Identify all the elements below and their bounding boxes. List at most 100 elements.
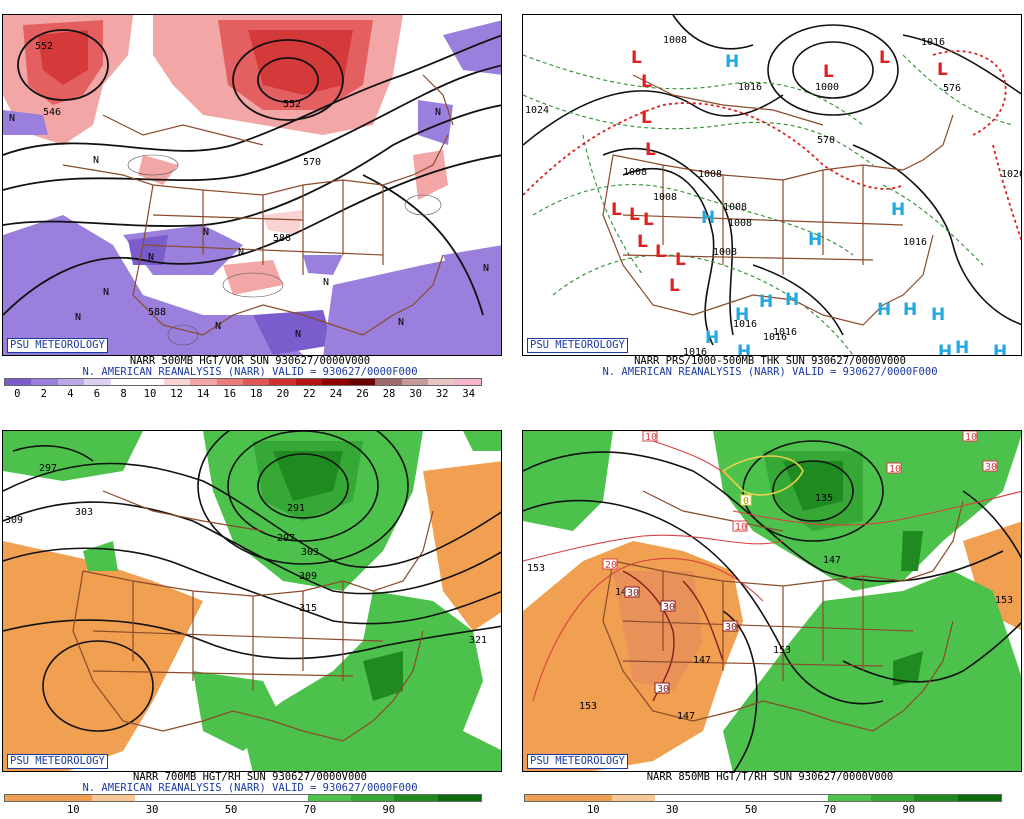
high-pressure-marker: H (737, 342, 751, 356)
isobar-label: 1008 (713, 247, 737, 258)
humidity-colorbar (524, 794, 1002, 802)
high-pressure-marker: H (877, 300, 891, 320)
colorbar-swatch (137, 379, 164, 385)
isobar-label: 1008 (698, 169, 722, 180)
temperature-label: 10 (965, 432, 977, 443)
map-850mb-humidity: 153 147 135 147 153 153 147 147 153 10 1… (522, 430, 1022, 772)
height-label: 546 (43, 107, 61, 118)
temperature-label: 30 (725, 622, 737, 633)
isobar-label: 1000 (815, 82, 839, 93)
vort-min-marker: N (238, 247, 244, 258)
isobar-label: 1016 (903, 237, 927, 248)
colorbar-swatch (568, 795, 612, 801)
low-pressure-marker: L (611, 200, 622, 220)
high-pressure-marker: H (808, 230, 822, 250)
height-label: 309 (5, 515, 23, 526)
pressure-map-graphic: 1008 1008 1008 1008 1008 1008 1008 1000 … (523, 15, 1021, 356)
humidity-colorbar (4, 794, 482, 802)
vort-min-marker: N (103, 287, 109, 298)
height-label: 147 (823, 555, 841, 566)
colorbar-swatch (216, 379, 243, 385)
colorbar-swatch (827, 795, 872, 801)
high-pressure-marker: H (938, 342, 952, 356)
map-caption: NARR 700MB HGT/RH SUN 930627/0000V000 (133, 771, 367, 783)
high-pressure-marker: H (993, 342, 1007, 356)
isobar-label: 1016 (763, 332, 787, 343)
colorbar-tick-label: 16 (223, 388, 237, 400)
isobar-label: 1008 (723, 202, 747, 213)
low-pressure-marker: L (823, 62, 834, 82)
colorbar-tick-label: 8 (120, 388, 127, 400)
isobar-label: 1008 (663, 35, 687, 46)
height-label: 147 (677, 711, 695, 722)
colorbar-tick-label: 22 (303, 388, 316, 400)
low-pressure-marker: L (637, 232, 648, 252)
colorbar-swatch (264, 795, 308, 801)
colorbar-swatch (134, 795, 179, 801)
height-label: 153 (579, 701, 597, 712)
vort-min-marker: N (215, 321, 221, 332)
colorbar-swatch (269, 379, 296, 385)
colorbar-swatch (914, 795, 958, 801)
low-pressure-marker: L (675, 250, 686, 270)
vorticity-colorbar-ticks: 0 2 4 6 8 10 12 14 16 18 20 22 24 26 28 30 32 34 (4, 388, 482, 400)
colorbar-tick-label: 90 (382, 804, 396, 816)
psu-meteorology-logo: PSU METEOROLOGY (7, 338, 108, 353)
colorbar-swatch (454, 379, 481, 385)
colorbar-tick-label: 50 (744, 804, 758, 816)
colorbar-swatch (5, 795, 49, 801)
high-pressure-marker: H (705, 328, 719, 348)
colorbar-swatch (401, 379, 428, 385)
colorbar-tick-label: 90 (902, 804, 916, 816)
colorbar-tick-label: 20 (276, 388, 290, 400)
temperature-label: 10 (735, 522, 747, 533)
colorbar-swatch (741, 795, 785, 801)
map-valid-caption: N. AMERICAN REANALYSIS (NARR) VALID = 93… (82, 782, 418, 794)
height-label: 552 (35, 41, 53, 52)
colorbar-swatch (48, 795, 92, 801)
vort-min-marker: N (295, 329, 301, 340)
colorbar-tick-label: 0 (14, 388, 21, 400)
height-label: 291 (287, 503, 305, 514)
map-caption: NARR PRS/1000-500MB THK SUN 930627/0000V… (634, 355, 906, 367)
temperature-label: 30 (985, 462, 997, 473)
low-pressure-marker: L (655, 242, 666, 262)
vort-min-marker: N (203, 227, 209, 238)
height-label: 297 (277, 533, 295, 544)
height-label: 153 (527, 563, 545, 574)
height-label: 147 (693, 655, 711, 666)
humidity-700-map-graphic: 297 303 309 291 297 303 309 315 321 (3, 431, 501, 771)
height-label: 588 (273, 233, 291, 244)
temperature-label: 20 (605, 560, 617, 571)
psu-meteorology-logo: PSU METEOROLOGY (527, 754, 628, 769)
high-pressure-marker: H (955, 338, 969, 356)
colorbar-swatch (5, 379, 32, 385)
isobar-label: 1008 (653, 192, 677, 203)
colorbar-swatch (322, 379, 349, 385)
map-valid-caption: N. AMERICAN REANALYSIS (NARR) VALID = 93… (82, 366, 418, 378)
colorbar-tick-label: 28 (382, 388, 396, 400)
colorbar-swatch (784, 795, 828, 801)
temperature-label: 30 (663, 602, 675, 613)
psu-meteorology-logo: PSU METEOROLOGY (7, 754, 108, 769)
low-pressure-marker: L (645, 140, 656, 160)
colorbar-tick-label: 10 (586, 804, 600, 816)
map-caption: NARR 850MB HGT/T/RH SUN 930627/0000V000 (646, 771, 894, 783)
colorbar-swatch (871, 795, 915, 801)
high-pressure-marker: H (701, 208, 715, 228)
vort-min-marker: N (75, 312, 81, 323)
low-pressure-marker: L (641, 108, 652, 128)
low-pressure-marker: L (629, 205, 640, 225)
high-pressure-marker: H (759, 292, 773, 312)
vorticity-map-graphic: 552 552 546 570 588 588 N N N N N N N N … (3, 15, 501, 355)
psu-meteorology-logo: PSU METEOROLOGY (527, 338, 628, 353)
high-pressure-marker: H (903, 300, 917, 320)
height-label: 153 (995, 595, 1013, 606)
isobar-label: 1016 (733, 319, 757, 330)
height-label: 297 (39, 463, 57, 474)
temperature-label: 10 (889, 464, 901, 475)
high-pressure-marker: H (735, 305, 749, 325)
colorbar-tick-label: 10 (66, 804, 80, 816)
thickness-label: 570 (817, 135, 835, 146)
colorbar-tick-label: 2 (40, 388, 47, 400)
